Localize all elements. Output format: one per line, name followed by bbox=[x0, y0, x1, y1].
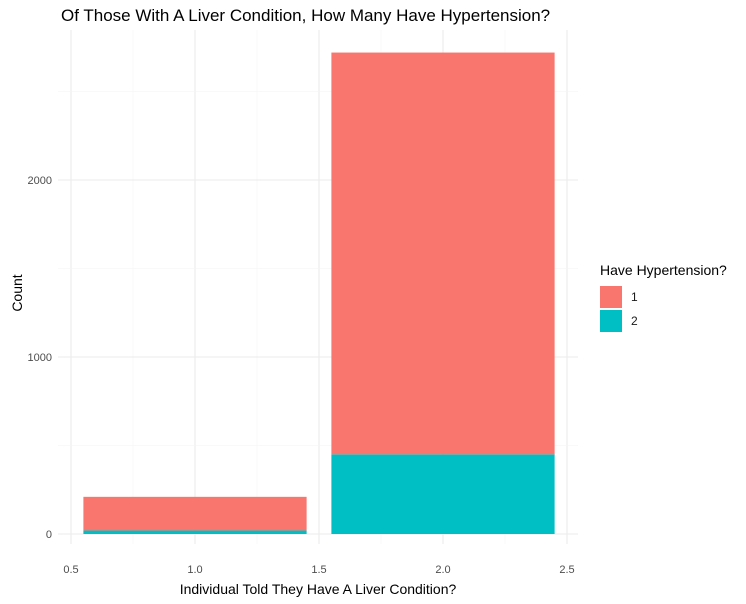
bar-x2-series-1 bbox=[331, 52, 555, 455]
legend-label-2: 2 bbox=[631, 313, 638, 328]
bar-x1-series-2 bbox=[83, 530, 307, 534]
legend-swatch-1 bbox=[600, 285, 622, 308]
legend-title: Have Hypertension? bbox=[600, 262, 727, 278]
x-tick-label: 1.0 bbox=[187, 564, 202, 576]
x-tick-label: 2.5 bbox=[559, 564, 574, 576]
legend-swatch-2 bbox=[600, 309, 622, 332]
y-tick-label: 0 bbox=[46, 529, 52, 541]
bar-x1-series-1 bbox=[83, 496, 307, 531]
bar-layer bbox=[83, 52, 555, 534]
legend-item-1: 1 bbox=[600, 285, 727, 308]
y-axis-label: Count bbox=[9, 274, 25, 312]
x-tick-label: 0.5 bbox=[63, 564, 78, 576]
legend-label-1: 1 bbox=[631, 289, 638, 304]
y-tick-label: 1000 bbox=[28, 352, 52, 364]
x-tick-label: 2.0 bbox=[435, 564, 450, 576]
legend-item-2: 2 bbox=[600, 309, 727, 332]
x-axis-label: Individual Told They Have A Liver Condit… bbox=[179, 581, 457, 597]
y-tick-label: 2000 bbox=[28, 175, 52, 187]
legend: Have Hypertension? 1 2 bbox=[600, 262, 727, 333]
x-tick-label: 1.5 bbox=[311, 564, 326, 576]
chart-title: Of Those With A Liver Condition, How Man… bbox=[61, 6, 551, 25]
tick-labels: 0 1000 2000 0.5 1.0 1.5 2.0 2.5 bbox=[28, 175, 575, 576]
bar-x2-series-2 bbox=[331, 454, 555, 534]
